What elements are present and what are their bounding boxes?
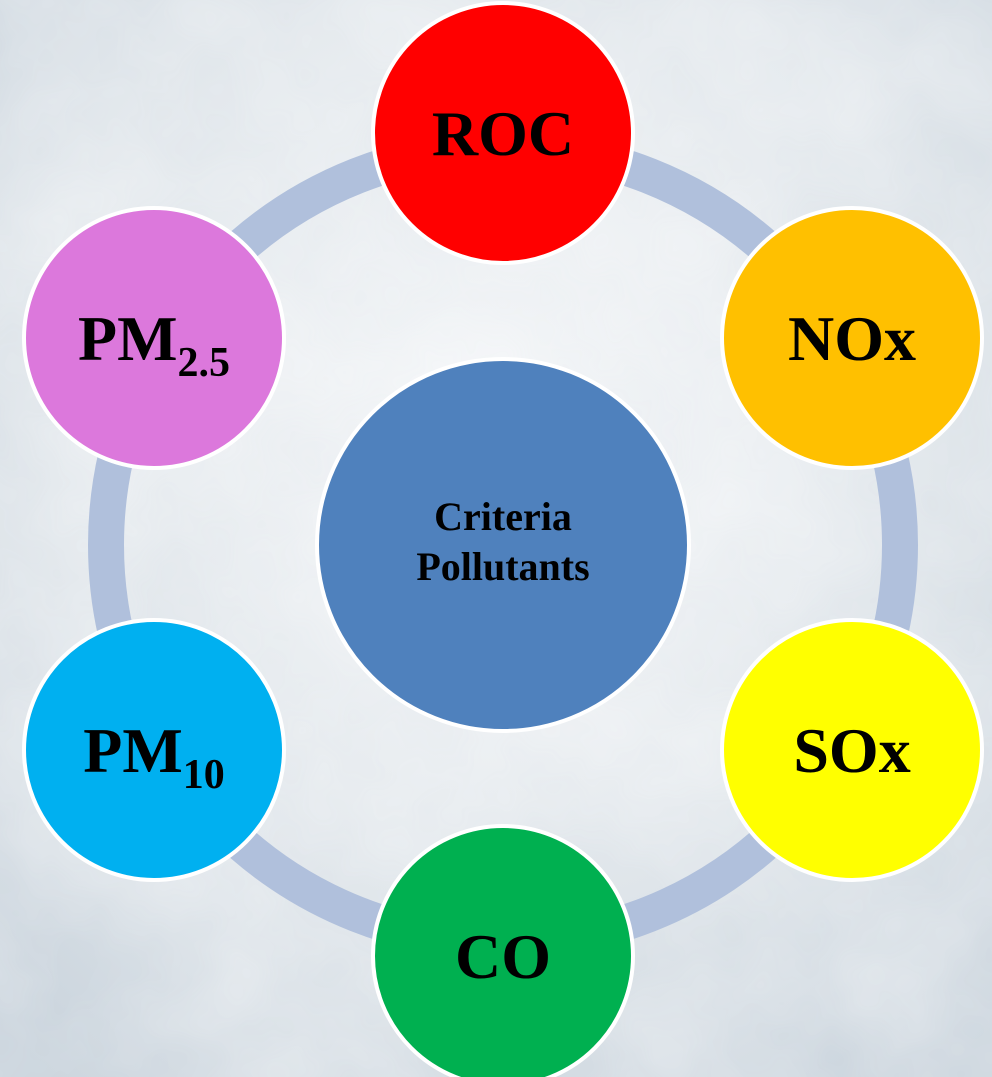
node-label: ROC: [432, 98, 574, 169]
center-line: Criteria: [434, 494, 572, 539]
node-label-sub: 10: [183, 752, 225, 798]
node-label-sub: 2.5: [178, 340, 231, 386]
node-label-main: PM: [78, 303, 178, 374]
node-label: NOx: [788, 303, 916, 374]
node-label: CO: [455, 921, 551, 992]
node-label-main: PM: [83, 715, 183, 786]
node-label-main: SOx: [793, 715, 910, 786]
node-label-main: CO: [455, 921, 551, 992]
page: Criteria Pollutants ROCNOxSOxCOPM10PM2.5…: [0, 0, 992, 1077]
diagram: Criteria Pollutants ROCNOxSOxCOPM10PM2.5: [0, 0, 992, 1077]
node-label: SOx: [793, 715, 910, 786]
center-line: Pollutants: [416, 544, 589, 589]
node-label-main: ROC: [432, 98, 574, 169]
node-label-main: NOx: [788, 303, 916, 374]
